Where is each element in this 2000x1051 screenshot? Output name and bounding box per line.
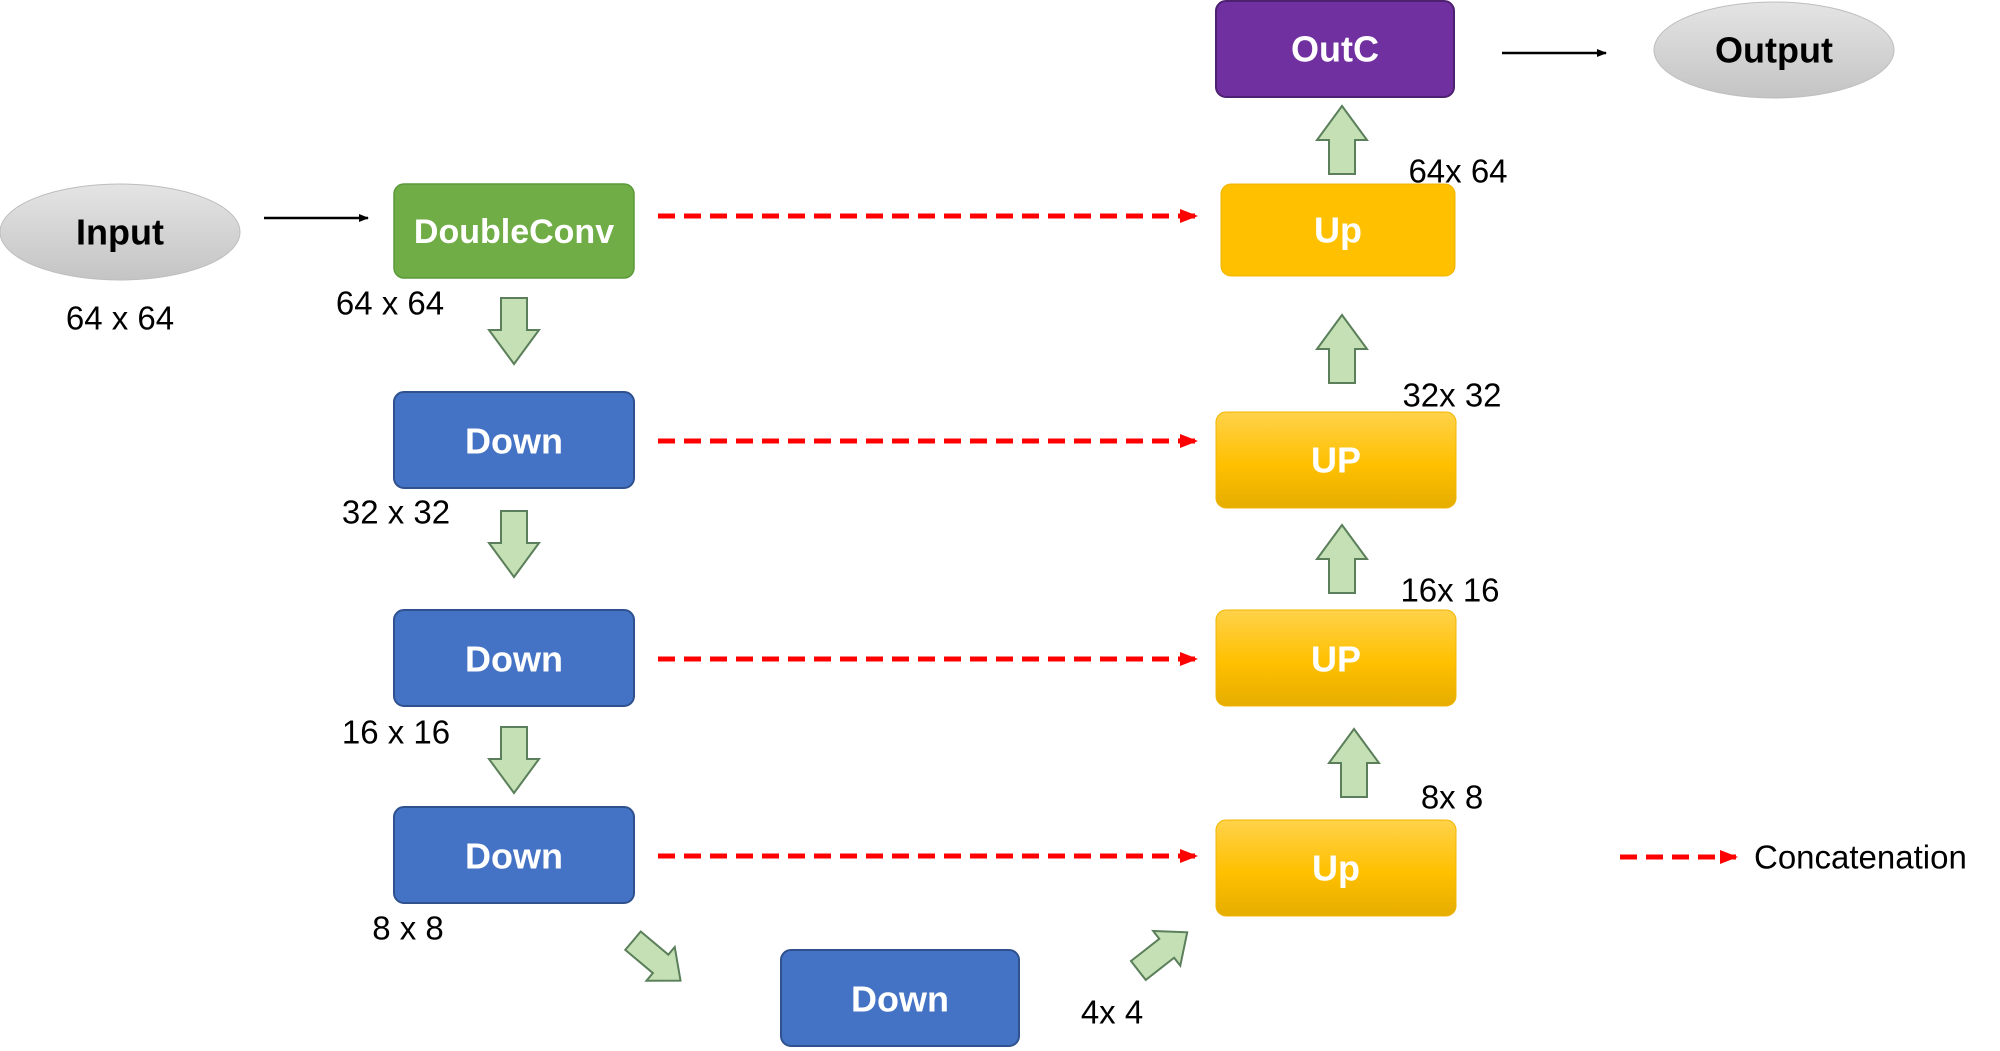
down-label-4: Down xyxy=(851,979,949,1020)
up-block-1: Up xyxy=(1220,183,1456,277)
dim-label-up3: 16x 16 xyxy=(1400,572,1499,609)
up-arrow-3 xyxy=(1315,523,1369,594)
dim-label-doubleconv: 64 x 64 xyxy=(336,285,444,322)
down-block-bottleneck: Down xyxy=(780,949,1020,1047)
down-block-2: Down xyxy=(393,609,635,707)
up-arrow-4 xyxy=(1327,727,1381,798)
input-node: Input xyxy=(0,183,241,281)
dim-label-down2: 16 x 16 xyxy=(342,714,450,751)
dim-label-down1: 32 x 32 xyxy=(342,494,450,531)
up-arrow-1 xyxy=(1315,104,1369,175)
outc-block: OutC xyxy=(1215,0,1455,98)
up-label-2: UP xyxy=(1311,440,1361,481)
dim-label-down4: 4x 4 xyxy=(1081,994,1143,1031)
legend-label: Concatenation xyxy=(1754,839,1967,876)
down-label-2: Down xyxy=(465,639,563,680)
output-node: Output xyxy=(1653,1,1895,99)
down-arrow-2 xyxy=(487,510,541,579)
dim-label-input: 64 x 64 xyxy=(66,300,174,337)
up-block-2: UP xyxy=(1215,411,1457,509)
diagonal-down-arrow xyxy=(623,930,682,982)
up-label-3: UP xyxy=(1311,639,1361,680)
up-label-1: Up xyxy=(1314,210,1362,251)
down-block-3: Down xyxy=(393,806,635,904)
up-arrow-2 xyxy=(1315,313,1369,384)
down-arrow-3 xyxy=(487,726,541,795)
output-label: Output xyxy=(1715,30,1833,71)
down-label-1: Down xyxy=(465,421,563,462)
dim-label-down3: 8 x 8 xyxy=(372,910,444,947)
down-arrow-1 xyxy=(487,297,541,366)
doubleconv-block: DoubleConv xyxy=(393,183,635,279)
outc-label: OutC xyxy=(1291,29,1379,70)
down-label-3: Down xyxy=(465,836,563,877)
down-block-1: Down xyxy=(393,391,635,489)
dim-label-up2: 32x 32 xyxy=(1402,377,1501,414)
up-block-4: Up xyxy=(1215,819,1457,917)
dimension-labels: 64 x 64 64 x 64 32 x 32 16 x 16 8 x 8 4x… xyxy=(66,153,1508,1031)
dim-label-up4: 8x 8 xyxy=(1421,779,1483,816)
legend: Concatenation xyxy=(1620,839,1967,876)
doubleconv-label: DoubleConv xyxy=(414,213,614,251)
dim-label-up1: 64x 64 xyxy=(1408,153,1507,190)
diagonal-up-arrow xyxy=(1129,929,1189,982)
input-label: Input xyxy=(76,212,164,253)
up-block-3: UP xyxy=(1215,609,1457,707)
skip-connections xyxy=(658,209,1198,863)
up-label-4: Up xyxy=(1312,848,1360,889)
flow-arrows xyxy=(487,104,1381,982)
